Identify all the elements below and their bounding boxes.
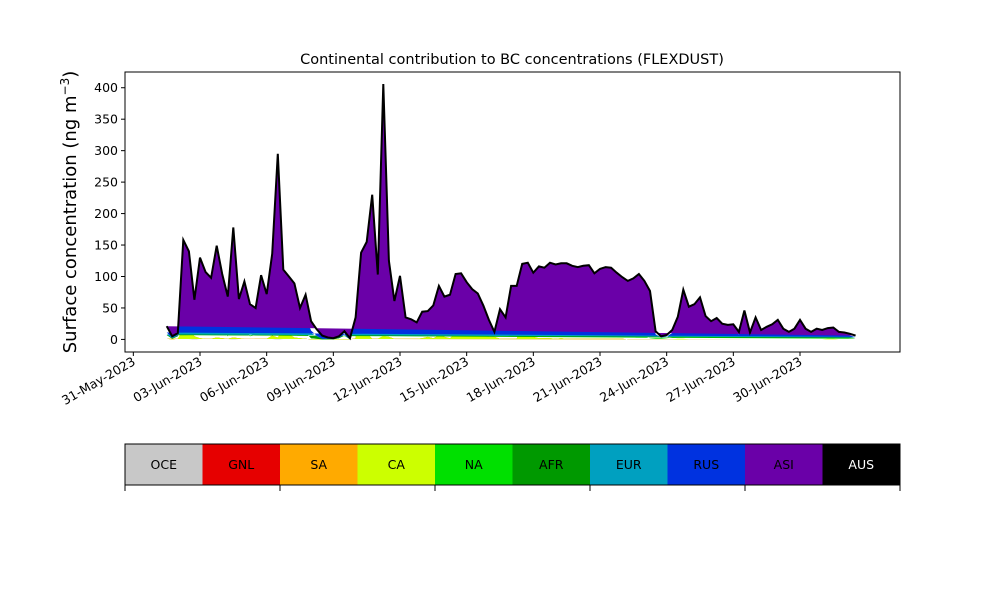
x-axis: 31-May-202303-Jun-202306-Jun-202309-Jun-… xyxy=(59,352,805,408)
x-tick-label: 09-Jun-2023 xyxy=(264,354,338,405)
x-tick-label: 24-Jun-2023 xyxy=(597,354,671,405)
y-axis-label-close: ) xyxy=(60,71,81,78)
legend-label-rus: RUS xyxy=(693,457,719,472)
chart-title: Continental contribution to BC concentra… xyxy=(300,52,724,68)
legend-label-sa: SA xyxy=(310,457,327,472)
area-oce xyxy=(166,338,856,340)
legend-swatch-na xyxy=(435,444,513,485)
y-tick-label: 200 xyxy=(94,206,118,221)
legend-swatch-eur xyxy=(590,444,668,485)
x-tick-label: 03-Jun-2023 xyxy=(130,354,204,405)
y-tick-label: 100 xyxy=(94,269,118,284)
x-tick-label: 27-Jun-2023 xyxy=(664,354,738,405)
y-axis-label: Surface concentration (ng m−3) xyxy=(58,71,81,354)
x-tick-label: 31-May-2023 xyxy=(59,354,138,408)
legend-label-asi: ASI xyxy=(774,457,794,472)
legend-swatch-sa xyxy=(280,444,358,485)
legend-swatch-aus xyxy=(822,444,901,485)
legend-swatch-gnl xyxy=(202,444,281,485)
y-tick-label: 250 xyxy=(94,175,118,190)
y-axis: 0 50 100 150 200 250 300 350 400 xyxy=(94,80,125,347)
legend-swatch-ca xyxy=(357,444,436,485)
stacked-areas xyxy=(166,84,856,340)
legend-swatch-afr xyxy=(512,444,591,485)
legend-swatch-oce xyxy=(125,444,203,485)
x-tick-label: 06-Jun-2023 xyxy=(197,354,271,405)
legend-label-oce: OCE xyxy=(151,457,178,472)
x-tick-label: 18-Jun-2023 xyxy=(464,354,538,405)
x-tick-label: 15-Jun-2023 xyxy=(397,354,471,405)
y-axis-label-main: Surface concentration (ng m xyxy=(60,95,81,353)
legend-swatch-asi xyxy=(745,444,823,485)
legend-frame xyxy=(124,443,901,486)
x-tick-label: 21-Jun-2023 xyxy=(530,354,604,405)
legend-label-aus: AUS xyxy=(848,457,874,472)
legend-label-ca: CA xyxy=(388,457,406,472)
y-tick-label: 50 xyxy=(102,300,118,315)
y-axis-label-exponent: −3 xyxy=(58,78,72,96)
legend-swatch-rus xyxy=(667,444,746,485)
plot-frame xyxy=(124,71,901,353)
area-asi xyxy=(166,84,856,339)
legend-label-afr: AFR xyxy=(539,457,564,472)
legend-label-na: NA xyxy=(465,457,483,472)
x-tick-label: 12-Jun-2023 xyxy=(330,354,404,405)
y-tick-label: 150 xyxy=(94,238,118,253)
legend-label-eur: EUR xyxy=(616,457,642,472)
x-tick-label: 30-Jun-2023 xyxy=(730,354,804,405)
y-tick-label: 400 xyxy=(94,80,118,95)
legend-label-gnl: GNL xyxy=(228,457,254,472)
y-tick-label: 0 xyxy=(110,332,118,347)
y-tick-label: 300 xyxy=(94,143,118,158)
y-tick-label: 350 xyxy=(94,112,118,127)
legend: OCE GNL SA CA NA AFR EUR RUS ASI AUS xyxy=(124,443,901,491)
total-line xyxy=(165,83,856,341)
